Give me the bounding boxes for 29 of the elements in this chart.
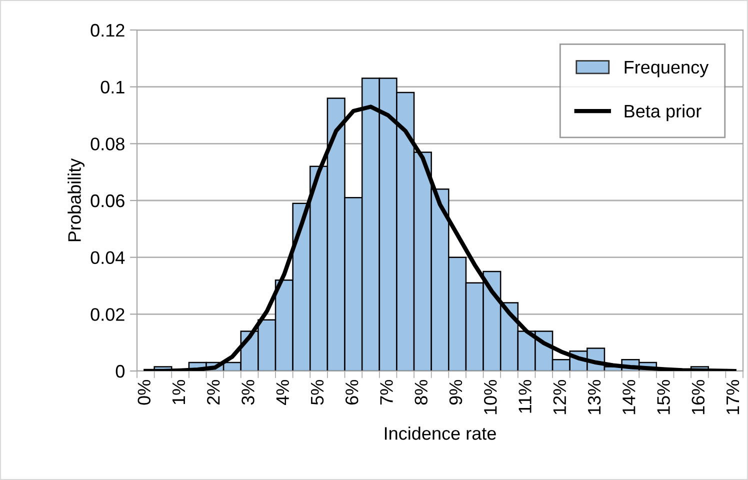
- x-tick-label: 7%: [380, 380, 393, 405]
- x-tick-label: 6%: [345, 380, 358, 405]
- y-tick-label: 0.08: [90, 138, 124, 150]
- x-tick-label: 4%: [276, 380, 289, 406]
- y-tick-label: 0.12: [90, 24, 124, 37]
- x-tick-label: 0%: [138, 380, 151, 405]
- x-tick-label: 3%: [242, 380, 254, 405]
- x-tick-label: 5%: [310, 380, 324, 405]
- legend-label: Frequency: [624, 61, 709, 78]
- x-tick-label: 17%: [726, 380, 740, 414]
- x-tick-label: 11%: [518, 380, 532, 413]
- y-tick-label: 0.06: [90, 194, 124, 208]
- x-tick-label: 15%: [657, 380, 670, 414]
- x-tick-label: 14%: [622, 380, 636, 414]
- y-tick-label: 0.04: [90, 251, 125, 264]
- x-tick-label: 16%: [692, 380, 705, 414]
- legend-label: Beta prior: [624, 104, 702, 122]
- x-tick-label: 10%: [484, 380, 497, 414]
- x-tick-label: 8%: [414, 380, 428, 405]
- x-tick-label: 13%: [588, 380, 601, 414]
- x-tick-label: 9%: [449, 380, 462, 405]
- x-tick-label: 2%: [206, 380, 220, 405]
- y-tick-label: 0: [116, 364, 124, 378]
- x-tick-label: 1%: [172, 380, 186, 404]
- y-tick-label: 0.02: [90, 308, 124, 321]
- x-axis-title: Incidence rate: [384, 426, 496, 440]
- x-tick-label: 12%: [553, 380, 566, 414]
- y-axis-title: Probability: [68, 158, 84, 242]
- y-tick-label: 0.1: [100, 80, 124, 94]
